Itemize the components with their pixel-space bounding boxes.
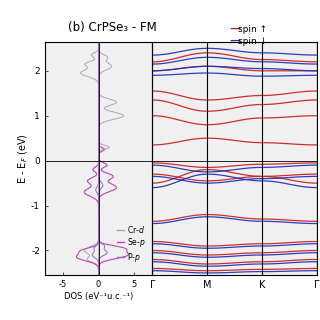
Text: spin ↑: spin ↑: [238, 25, 268, 34]
Text: (b) CrPSe₃ - FM: (b) CrPSe₃ - FM: [68, 20, 156, 34]
Y-axis label: E - E$_F$ (eV): E - E$_F$ (eV): [16, 133, 29, 184]
Text: spin ↓: spin ↓: [238, 37, 268, 46]
Legend: Cr-$d$, Se-$p$, P-$p$: Cr-$d$, Se-$p$, P-$p$: [114, 220, 148, 267]
Text: —: —: [230, 24, 245, 34]
X-axis label: DOS (eV⁻¹u.c.⁻¹): DOS (eV⁻¹u.c.⁻¹): [64, 292, 133, 301]
Text: —: —: [230, 36, 245, 46]
